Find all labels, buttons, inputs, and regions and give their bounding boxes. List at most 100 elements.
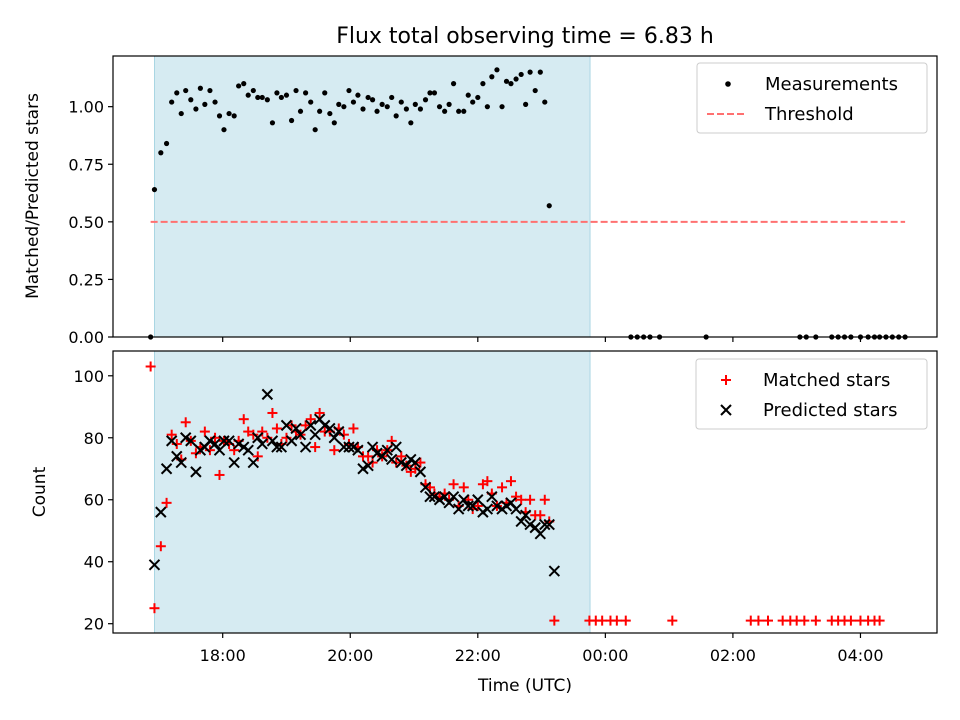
matched-star-point [845, 615, 856, 626]
y-tick-label: 60 [84, 491, 104, 510]
chart-title: Flux total observing time = 6.83 h [336, 24, 714, 49]
predicted-star-point [458, 494, 470, 506]
predicted-star-stroke [395, 456, 407, 469]
predicted-star-stroke [275, 441, 288, 453]
predicted-star-stroke [328, 432, 341, 444]
measurement-point [193, 106, 199, 112]
x-tick-label: 18:00 [200, 646, 246, 665]
measurement-point [461, 108, 467, 114]
predicted-star-stroke [548, 565, 561, 577]
predicted-star-point [247, 456, 260, 469]
matched-star-point [166, 429, 177, 440]
y-tick-label: 0.25 [68, 270, 104, 289]
predicted-star-point [524, 518, 536, 531]
y-tick-label: 0.50 [68, 213, 104, 232]
predicted-star-point [390, 441, 402, 453]
top-ylabel: Matched/Predicted stars [23, 93, 43, 299]
predicted-star-stroke [218, 435, 230, 447]
measurement-point [207, 87, 213, 94]
measurement-point [422, 97, 429, 103]
measurement-point [513, 76, 519, 82]
measurement-point [398, 99, 404, 105]
predicted-star-point [510, 503, 522, 515]
predicted-star-point [333, 425, 345, 438]
measurement-point [503, 78, 510, 84]
measurement-point [178, 110, 184, 117]
measurement-point [450, 81, 457, 87]
predicted-star-point [328, 432, 341, 444]
measurement-point [346, 87, 352, 94]
legend-matched-label: Matched stars [763, 370, 890, 391]
predicted-star-stroke [185, 435, 197, 447]
x-tick-label: 02:00 [710, 646, 756, 665]
measurement-point [169, 99, 175, 105]
predicted-star-stroke [447, 490, 460, 503]
predicted-star-point [381, 444, 393, 456]
predicted-star-stroke [280, 419, 293, 432]
measurement-point [331, 120, 337, 126]
measurement-point [327, 110, 333, 117]
measurement-point [546, 203, 552, 209]
predicted-star-stroke [515, 515, 527, 528]
matched-star-point [667, 615, 678, 626]
predicted-star-point [443, 497, 455, 509]
measurement-point [151, 186, 158, 193]
measurement-point [470, 99, 476, 105]
predicted-star-stroke [486, 490, 498, 503]
predicted-star-point [160, 463, 173, 475]
predicted-star-point [165, 435, 178, 447]
predicted-star-point [362, 459, 374, 472]
measurement-point [312, 127, 318, 133]
y-tick-label: 20 [84, 615, 104, 634]
measurement-point [283, 92, 290, 98]
measurement-point [408, 120, 414, 126]
measurement-point [259, 94, 265, 101]
measurement-point [255, 94, 261, 101]
predicted-star-stroke [271, 441, 283, 453]
measurement-point [250, 87, 256, 94]
matched-star-point [310, 442, 321, 453]
predicted-star-stroke [505, 497, 517, 509]
measurement-point [297, 108, 304, 114]
predicted-star-point [491, 500, 503, 512]
predicted-star-point [486, 490, 498, 503]
predicted-star-point [190, 466, 202, 478]
predicted-star-stroke [529, 521, 541, 534]
legend-measurements-label: Measurements [765, 74, 898, 95]
predicted-star-stroke [313, 413, 326, 425]
predicted-star-point [266, 435, 279, 447]
matched-star-point [415, 457, 426, 468]
predicted-star-point [352, 444, 364, 456]
matched-star-point [363, 451, 374, 462]
measurement-point [308, 99, 314, 105]
measurement-point [412, 101, 418, 107]
measurement-point [241, 81, 247, 87]
predicted-star-point [242, 444, 254, 456]
measurement-point [499, 104, 505, 110]
measurement-point [212, 99, 218, 105]
matched-star-point [539, 494, 550, 505]
predicted-star-point [175, 456, 187, 469]
predicted-star-stroke [171, 450, 183, 463]
predicted-star-stroke [524, 518, 536, 531]
y-tick-label: 1.00 [68, 98, 104, 117]
predicted-star-point [324, 422, 336, 435]
measurement-point [236, 83, 242, 89]
measurement-point [278, 94, 284, 101]
y-tick-label: 100 [73, 367, 104, 386]
matched-star-point [497, 482, 508, 493]
measurement-point [293, 87, 299, 94]
predicted-star-stroke [385, 453, 398, 466]
predicted-star-point [447, 490, 460, 503]
predicted-star-point [343, 441, 355, 453]
predicted-star-point [395, 456, 407, 469]
predicted-star-point [309, 428, 321, 441]
predicted-star-stroke [390, 441, 402, 453]
predicted-star-stroke [491, 500, 503, 512]
predicted-star-point [179, 432, 192, 444]
predicted-star-stroke [232, 438, 245, 450]
predicted-star-point [271, 441, 283, 453]
predicted-star-point [515, 515, 527, 528]
predicted-star-stroke [319, 419, 331, 432]
predicted-star-stroke [452, 503, 465, 515]
